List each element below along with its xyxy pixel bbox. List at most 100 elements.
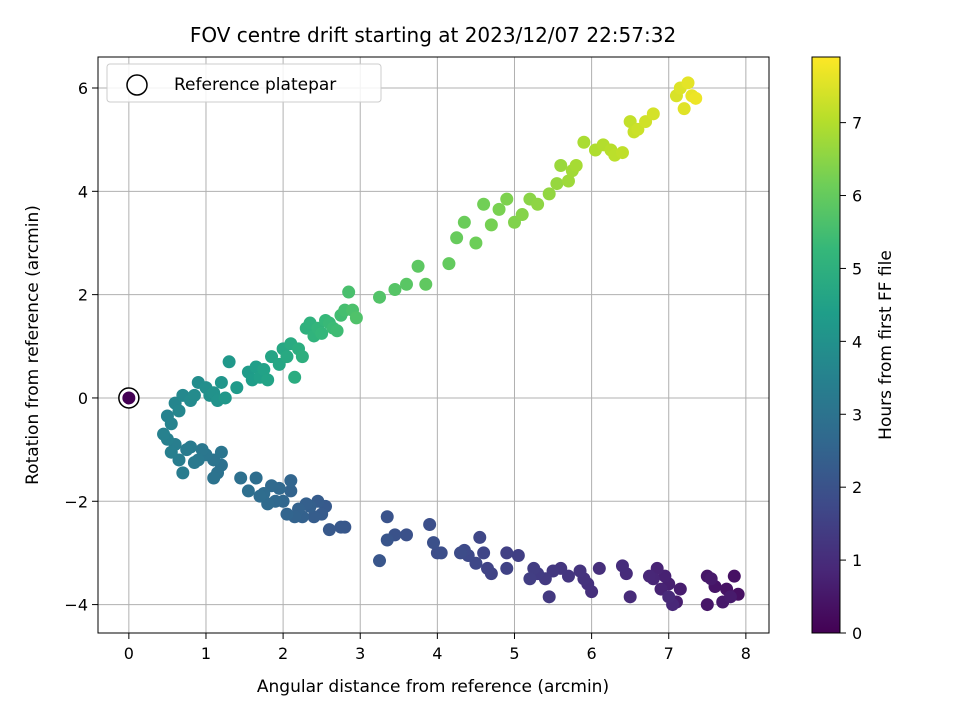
y-tick-label: 4 bbox=[78, 182, 88, 201]
y-tick-label: 2 bbox=[78, 286, 88, 305]
data-point bbox=[280, 507, 294, 521]
data-point bbox=[172, 404, 186, 418]
data-point bbox=[380, 510, 394, 524]
data-point bbox=[500, 192, 514, 206]
data-point bbox=[477, 546, 491, 560]
data-point bbox=[527, 561, 541, 575]
data-point bbox=[157, 427, 171, 441]
colorbar-tick-label: 7 bbox=[852, 114, 862, 133]
y-tick-label: 6 bbox=[78, 79, 88, 98]
data-point bbox=[569, 158, 583, 172]
data-point bbox=[573, 564, 587, 578]
data-point bbox=[411, 259, 425, 273]
colorbar-label: Hours from first FF file bbox=[876, 250, 896, 440]
data-point bbox=[423, 518, 437, 532]
data-point bbox=[442, 257, 456, 271]
data-point bbox=[373, 554, 387, 568]
data-point bbox=[542, 590, 556, 604]
data-point bbox=[284, 484, 298, 498]
data-point bbox=[642, 569, 656, 583]
data-point bbox=[315, 326, 329, 340]
data-point bbox=[284, 474, 298, 488]
colorbar bbox=[811, 56, 841, 634]
data-point bbox=[500, 561, 514, 575]
reference-point bbox=[122, 391, 136, 405]
colorbar-tick-label: 4 bbox=[852, 332, 862, 351]
x-tick-label: 4 bbox=[432, 644, 442, 663]
data-point bbox=[592, 561, 606, 575]
x-tick-label: 1 bbox=[201, 644, 211, 663]
data-point bbox=[511, 549, 525, 563]
x-tick-label: 6 bbox=[587, 644, 597, 663]
data-point bbox=[249, 471, 263, 485]
data-point bbox=[380, 533, 394, 547]
data-point bbox=[681, 76, 695, 90]
data-point bbox=[727, 569, 741, 583]
x-axis: 0 1 2 3 4 5 6 7 8 bbox=[124, 633, 751, 663]
data-point bbox=[349, 311, 363, 325]
data-point bbox=[388, 282, 402, 296]
data-point bbox=[295, 350, 309, 364]
y-axis: −4 −2 0 2 4 6 bbox=[64, 79, 98, 615]
legend: Reference platepar bbox=[106, 63, 382, 103]
data-point bbox=[677, 102, 691, 116]
chart-title: FOV centre drift starting at 2023/12/07 … bbox=[190, 23, 676, 47]
data-point bbox=[615, 559, 629, 573]
data-point bbox=[689, 91, 703, 105]
colorbar-tick-label: 5 bbox=[852, 259, 862, 278]
data-point bbox=[450, 231, 464, 245]
y-tick-label: −4 bbox=[64, 596, 88, 615]
legend-box bbox=[106, 63, 382, 103]
data-point bbox=[207, 471, 221, 485]
x-tick-label: 7 bbox=[664, 644, 674, 663]
legend-marker-icon bbox=[126, 74, 148, 96]
data-point bbox=[176, 466, 190, 480]
x-tick-label: 0 bbox=[124, 644, 134, 663]
data-point bbox=[257, 363, 271, 377]
data-point bbox=[222, 355, 236, 369]
x-axis-label: Angular distance from reference (arcmin) bbox=[257, 677, 609, 697]
x-tick-label: 5 bbox=[509, 644, 519, 663]
x-tick-label: 3 bbox=[355, 644, 365, 663]
data-point bbox=[373, 290, 387, 304]
y-tick-label: 0 bbox=[78, 389, 88, 408]
legend-entry: Reference platepar bbox=[174, 75, 336, 95]
data-point bbox=[187, 456, 201, 470]
data-point bbox=[434, 546, 448, 560]
data-point bbox=[484, 218, 498, 232]
colorbar-tick-label: 6 bbox=[852, 187, 862, 206]
x-tick-label: 8 bbox=[741, 644, 751, 663]
data-point bbox=[218, 391, 232, 405]
data-point bbox=[623, 590, 637, 604]
data-point bbox=[253, 489, 267, 503]
data-point bbox=[234, 471, 248, 485]
colorbar-tick-label: 2 bbox=[852, 478, 862, 497]
data-point bbox=[700, 598, 714, 612]
colorbar-tick-label: 1 bbox=[852, 551, 862, 570]
data-point bbox=[542, 187, 556, 201]
data-point bbox=[195, 443, 209, 457]
data-point bbox=[334, 520, 348, 534]
data-point bbox=[322, 523, 336, 537]
data-point bbox=[662, 590, 676, 604]
data-point bbox=[492, 202, 506, 216]
data-point bbox=[500, 546, 514, 560]
y-axis-label: Rotation from reference (arcmin) bbox=[23, 205, 43, 485]
data-point bbox=[515, 208, 529, 222]
data-points bbox=[118, 76, 745, 612]
data-point bbox=[288, 370, 302, 384]
colorbar-ticks: 0 1 2 3 4 5 6 7 bbox=[840, 114, 862, 643]
data-point bbox=[180, 443, 194, 457]
data-point bbox=[230, 381, 244, 395]
y-tick-label: −2 bbox=[64, 492, 88, 511]
data-point bbox=[615, 146, 629, 160]
data-point bbox=[241, 484, 255, 498]
x-tick-label: 2 bbox=[278, 644, 288, 663]
grid bbox=[98, 57, 769, 633]
data-point bbox=[723, 590, 737, 604]
data-point bbox=[280, 350, 294, 364]
data-point bbox=[577, 135, 591, 149]
data-point bbox=[307, 510, 321, 524]
data-point bbox=[419, 277, 433, 291]
